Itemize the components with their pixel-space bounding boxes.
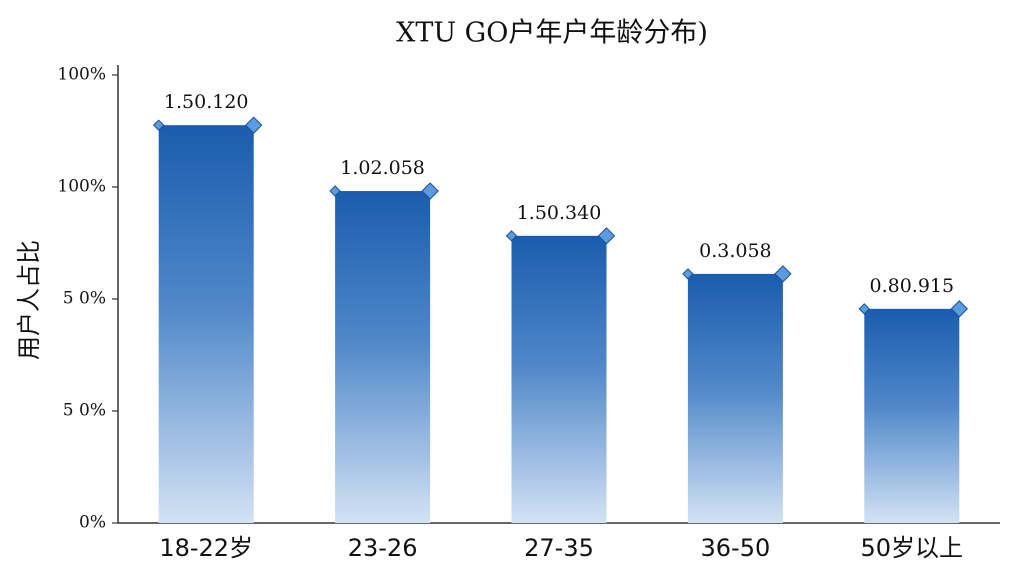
bar-marker [244,116,263,134]
bar-marker [421,182,439,200]
x-tick-label: 36-50 [701,534,771,562]
x-tick-label: 18-22岁 [159,534,253,562]
y-axis-label: 用户人占比 [15,240,43,360]
value-label: 0.80.915 [869,275,954,297]
y-tick-label: 5 0% [63,401,106,421]
x-tick-label: 50岁以上 [861,534,964,562]
bar-marker [682,268,694,280]
bar-marker [152,119,165,131]
y-tick-label: 5 0% [63,289,106,309]
chart-title: XTU GO户年户年龄分布) [396,18,708,49]
value-label: 1.50.120 [164,91,249,113]
bar-marker [950,300,969,318]
value-label: 0.3.058 [699,240,772,262]
bar-marker [858,303,871,315]
bar-marker [597,227,616,245]
bar-marker [329,185,341,197]
bar [335,191,431,524]
bar [687,273,783,523]
bar-marker [774,265,792,283]
y-tick-label: 100% [57,177,106,197]
y-tick-label: 100% [57,65,106,85]
y-tick-label: 0% [79,513,106,533]
bar-marker [505,230,518,242]
bar [511,235,607,523]
value-label: 1.50.340 [517,202,602,224]
x-tick-label: 27-35 [524,534,594,562]
bar [158,125,254,524]
x-tick-label: 23-26 [348,534,418,562]
value-label: 1.02.058 [340,157,425,179]
bar [864,308,960,523]
